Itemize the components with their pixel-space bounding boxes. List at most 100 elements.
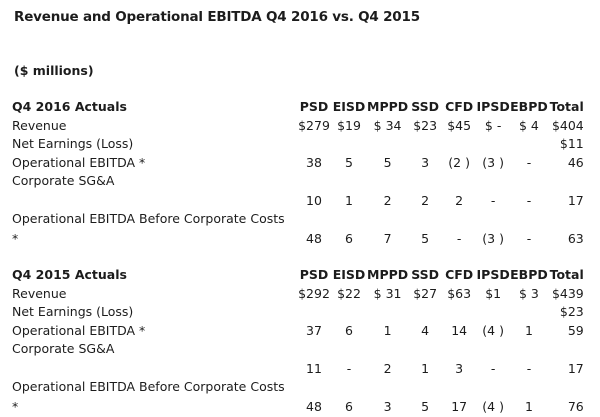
table-cell [476,135,510,154]
row-label: Net Earnings (Loss) [12,304,134,319]
q4-2015-rows: Revenue $292 $22 $ 31 $27 $63 $1 $ 3 $439 Net Ear… [12,285,584,417]
table-cell [408,172,442,191]
table-cell [297,378,331,397]
column-header-psd: PSD [299,267,329,282]
table-cell: 2 [383,192,392,208]
table-cell: $ 34 [373,117,402,133]
table-row: Corporate SG&A [12,172,584,191]
table-cell [331,378,367,397]
row-label: Corporate SG&A [12,173,115,188]
row-label [12,359,297,379]
table-cell [548,340,584,359]
table-cell: (4 ) [482,398,504,414]
table-cell: $ 3 [519,285,539,301]
column-header-ebpd: EBPD [510,99,548,114]
q4-2016-table: Q4 2016 Actuals PSD EISD MPPD SSD CFD IP… [12,98,584,248]
table-row: Revenue $279 $19 $ 34 $23 $45 $ - $ 4 $404 [12,117,584,136]
table-cell: 1 [524,322,533,338]
table-cell: 5 [383,154,392,170]
table-cell: - [456,230,462,246]
row-label: Revenue [12,117,67,133]
table-row: * 48 6 3 5 17 (4 ) 1 76 [12,397,584,417]
table-row: Revenue $292 $22 $ 31 $27 $63 $1 $ 3 $439 [12,285,584,304]
table-row: * 48 6 7 5 - (3 ) - 63 [12,229,584,249]
table-cell: 2 [383,360,392,376]
table-cell [548,378,584,397]
table-cell: 5 [421,230,430,246]
table-cell [442,340,476,359]
table-cell [442,172,476,191]
table-cell: 3 [455,360,464,376]
table-cell: $ 31 [373,285,402,301]
table-cell: $22 [337,285,361,301]
table-cell: 14 [451,322,468,338]
table-cell [442,210,476,229]
table-cell: $ 4 [519,117,539,133]
page-title: Revenue and Operational EBITDA Q4 2016 v… [14,9,420,25]
table-cell: 3 [421,154,430,170]
q4-2016-rows: Revenue $279 $19 $ 34 $23 $45 $ - $ 4 $404 Net Ea… [12,117,584,249]
column-header-ipsd: IPSD [476,99,510,114]
table-cell: $27 [413,285,438,301]
column-header-ebpd: EBPD [510,267,548,282]
table-cell [331,340,367,359]
table-cell [367,378,408,397]
table-row: Net Earnings (Loss) $23 [12,303,584,322]
table-cell: $63 [447,285,472,301]
table-cell [331,303,367,322]
table-cell: (3 ) [482,154,504,170]
units-label: ($ millions) [14,63,94,78]
header-row: Q4 2016 Actuals PSD EISD MPPD SSD CFD IP… [12,98,584,117]
column-header-total: Total [549,99,584,114]
row-label: Operational EBITDA Before Corporate Cost… [12,211,285,226]
column-header-cfd: CFD [445,99,474,114]
table-row: 11 - 2 1 3 - - 17 [12,359,584,379]
row-label: Revenue [12,285,67,301]
table-cell [510,135,548,154]
table-row: Corporate SG&A [12,340,584,359]
table-cell: - [346,360,352,376]
table-cell: 11 [306,360,322,376]
table-cell: (4 ) [482,322,504,338]
table-cell [442,303,476,322]
table-cell [476,303,510,322]
table-cell: 17 [451,398,468,414]
table-cell [442,378,476,397]
table-cell [297,303,331,322]
table-row: 10 1 2 2 2 - - 17 [12,191,584,211]
table-cell: - [526,154,532,170]
table-cell: - [526,230,532,246]
table-cell: 63 [567,230,584,246]
row-label: Operational EBITDA * [12,322,146,338]
table-cell: $45 [447,117,472,133]
table-cell [548,210,584,229]
table-cell [476,340,510,359]
table-cell: $439 [551,285,584,301]
table-cell: 17 [567,360,584,376]
table-cell [331,135,367,154]
column-header-cfd: CFD [445,267,474,282]
table-cell [548,172,584,191]
table-cell: 76 [567,398,584,414]
table-cell [442,135,476,154]
column-header-ipsd: IPSD [476,267,510,282]
table-cell [476,378,510,397]
table-cell [367,135,408,154]
table-cell: 5 [345,154,353,170]
table-cell: - [526,360,532,376]
table-cell [510,210,548,229]
table-cell: $1 [485,285,502,301]
table-cell: 1 [383,322,392,338]
table-cell [367,172,408,191]
table-cell [331,172,367,191]
table-cell: 1 [345,192,353,208]
row-label: Net Earnings (Loss) [12,136,134,151]
table-cell: $11 [559,136,584,151]
table-cell [297,135,331,154]
table-cell [367,210,408,229]
table-cell: $23 [413,117,438,133]
table-cell [297,340,331,359]
column-header-eisd: EISD [332,99,366,114]
table-cell: $19 [337,117,361,133]
table-cell: 2 [421,192,430,208]
